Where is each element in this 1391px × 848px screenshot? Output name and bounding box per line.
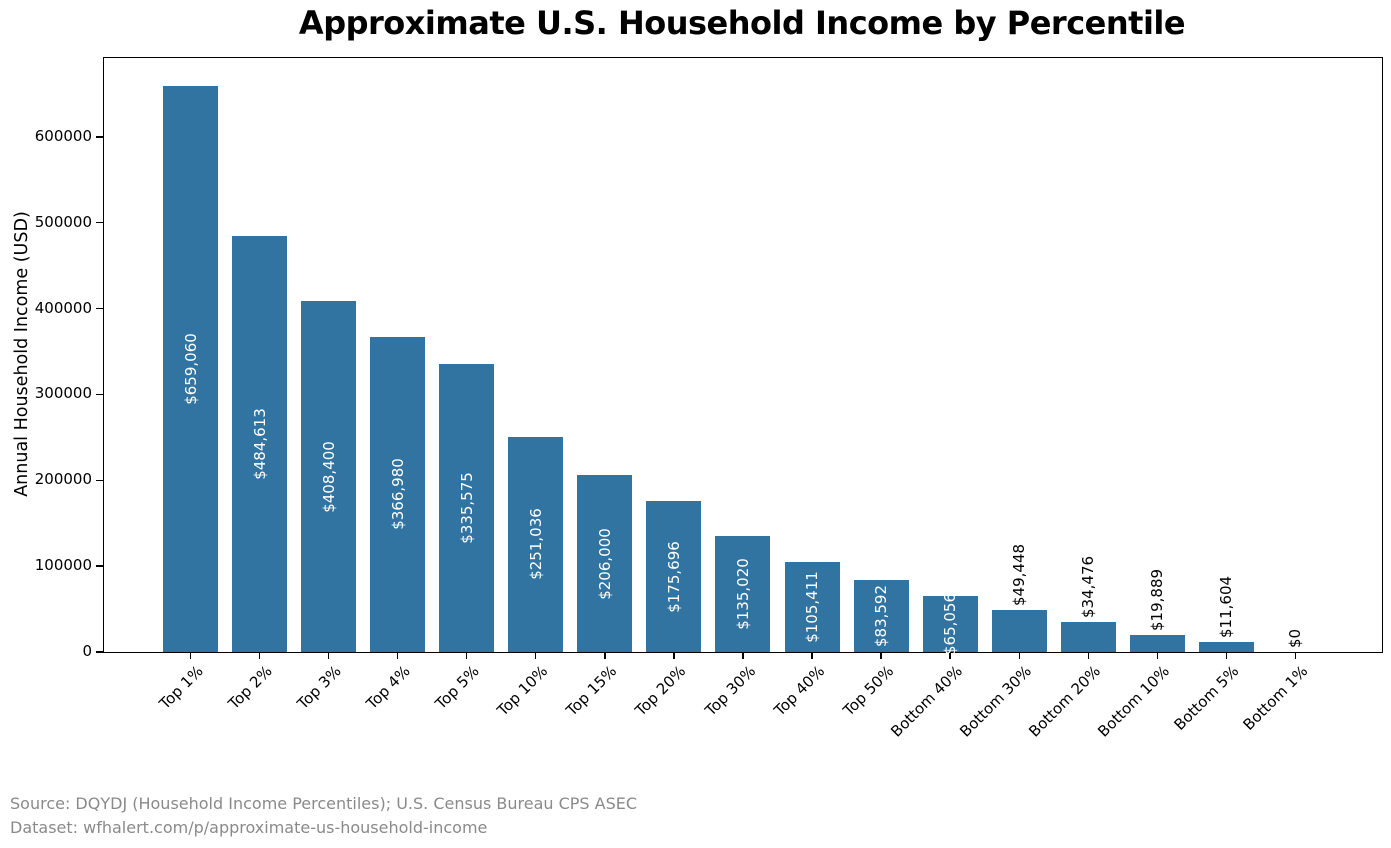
y-tick-label: 100000 bbox=[34, 556, 92, 575]
x-tick-label: Bottom 5% bbox=[1170, 662, 1243, 734]
bar-top-50- bbox=[853, 580, 909, 652]
bar-top-20- bbox=[646, 501, 702, 652]
bar-value-label: $0 bbox=[1286, 628, 1305, 648]
bar-top-40- bbox=[784, 561, 840, 652]
bar-bottom-10- bbox=[1129, 634, 1185, 652]
x-tick-label: Top 15% bbox=[563, 662, 621, 720]
bar-top-2- bbox=[232, 236, 288, 652]
x-tick-mark bbox=[1018, 653, 1020, 659]
plot-area: $659,060 $484,613 $408,400 $366,980 $335,575… bbox=[96, 57, 1383, 659]
bar-value-label: $105,411 bbox=[802, 570, 821, 643]
x-tick-mark bbox=[466, 653, 468, 659]
bar-value-label: $65,056 bbox=[940, 593, 959, 656]
bar-top-5- bbox=[439, 363, 495, 652]
y-tick-mark bbox=[96, 393, 103, 396]
bar-top-1- bbox=[163, 86, 218, 652]
y-tick-label: 0 bbox=[82, 642, 92, 660]
y-tick-mark bbox=[96, 136, 103, 138]
bar-value-label: $408,400 bbox=[319, 440, 338, 513]
x-tick-mark bbox=[1087, 653, 1089, 659]
x-tick-mark bbox=[811, 653, 813, 659]
x-tick-label: Bottom 30% bbox=[956, 662, 1035, 741]
x-tick-label: Top 20% bbox=[632, 662, 690, 720]
bar-top-4- bbox=[370, 337, 426, 652]
x-tick-mark bbox=[327, 653, 330, 659]
bar-value-label: $11,604 bbox=[1217, 576, 1236, 639]
bar-value-label: $19,889 bbox=[1148, 568, 1167, 631]
x-tick-mark bbox=[1294, 653, 1297, 659]
x-tick-label: Top 30% bbox=[701, 662, 759, 720]
y-tick-label: 400000 bbox=[34, 298, 92, 317]
bar-value-label: $135,020 bbox=[733, 558, 752, 630]
x-tick-mark bbox=[396, 653, 399, 659]
x-tick-label: Top 5% bbox=[431, 662, 483, 713]
bar-value-label: $175,696 bbox=[664, 540, 683, 613]
bar-value-label: $366,980 bbox=[388, 458, 407, 531]
x-tick-mark bbox=[189, 653, 192, 659]
x-tick-label: Bottom 20% bbox=[1025, 662, 1104, 741]
x-tick-label: Top 2% bbox=[224, 662, 276, 713]
x-tick-label: Top 40% bbox=[770, 662, 828, 720]
y-tick-mark bbox=[96, 651, 103, 653]
bar-top-3- bbox=[301, 301, 357, 652]
bar-bottom-5- bbox=[1198, 642, 1254, 652]
x-tick-mark bbox=[742, 653, 744, 659]
y-tick-mark bbox=[96, 222, 103, 224]
bar-top-10- bbox=[508, 436, 564, 652]
x-tick-label: Top 3% bbox=[293, 662, 345, 713]
y-tick-label: 500000 bbox=[34, 212, 92, 231]
bar-value-label: $335,575 bbox=[457, 472, 476, 544]
x-tick-mark bbox=[604, 653, 606, 659]
x-tick-mark bbox=[949, 653, 951, 659]
bar-value-label: $34,476 bbox=[1079, 556, 1098, 619]
bar-value-label: $251,036 bbox=[526, 508, 545, 581]
x-tick-label: Top 1% bbox=[155, 662, 207, 713]
bar-bottom-20- bbox=[1060, 622, 1116, 652]
bar-top-15- bbox=[577, 475, 633, 652]
x-tick-label: Top 10% bbox=[493, 662, 552, 720]
x-tick-mark bbox=[535, 653, 537, 659]
x-tick-label: Top 4% bbox=[362, 662, 414, 713]
x-tick-label: Bottom 40% bbox=[887, 662, 966, 741]
bar-value-label: $206,000 bbox=[595, 527, 614, 600]
x-tick-mark bbox=[258, 653, 261, 659]
y-tick-mark bbox=[96, 565, 103, 567]
chart-title: Approximate U.S. Household Income by Per… bbox=[298, 4, 1186, 42]
bar-value-label: $83,592 bbox=[871, 585, 890, 648]
bar-bottom-40- bbox=[922, 596, 978, 652]
bar-value-label: $484,613 bbox=[250, 408, 269, 480]
y-tick-label: 200000 bbox=[34, 470, 92, 489]
x-tick-mark bbox=[1156, 653, 1159, 659]
bar-top-30- bbox=[715, 536, 771, 652]
x-tick-label: Top 50% bbox=[839, 662, 897, 720]
bar-bottom-30- bbox=[991, 609, 1047, 652]
y-tick-mark bbox=[96, 479, 103, 481]
x-tick-mark bbox=[880, 653, 882, 659]
y-axis-label: Annual Household Income (USD) bbox=[12, 211, 32, 497]
footer-source: Source: DQYDJ (Household Income Percenti… bbox=[10, 794, 638, 813]
bar-value-label: $49,448 bbox=[1009, 543, 1028, 606]
x-tick-label: Bottom 1% bbox=[1239, 662, 1312, 734]
y-tick-label: 600000 bbox=[34, 126, 92, 145]
x-tick-mark bbox=[1225, 653, 1228, 659]
bar-value-label: $659,060 bbox=[181, 333, 200, 405]
y-tick-mark bbox=[96, 307, 103, 310]
footer-dataset: Dataset: wfhalert.com/p/approximate-us-h… bbox=[10, 818, 488, 837]
x-tick-label: Bottom 10% bbox=[1094, 662, 1174, 741]
y-tick-label: 300000 bbox=[34, 384, 92, 403]
x-tick-mark bbox=[673, 653, 675, 659]
